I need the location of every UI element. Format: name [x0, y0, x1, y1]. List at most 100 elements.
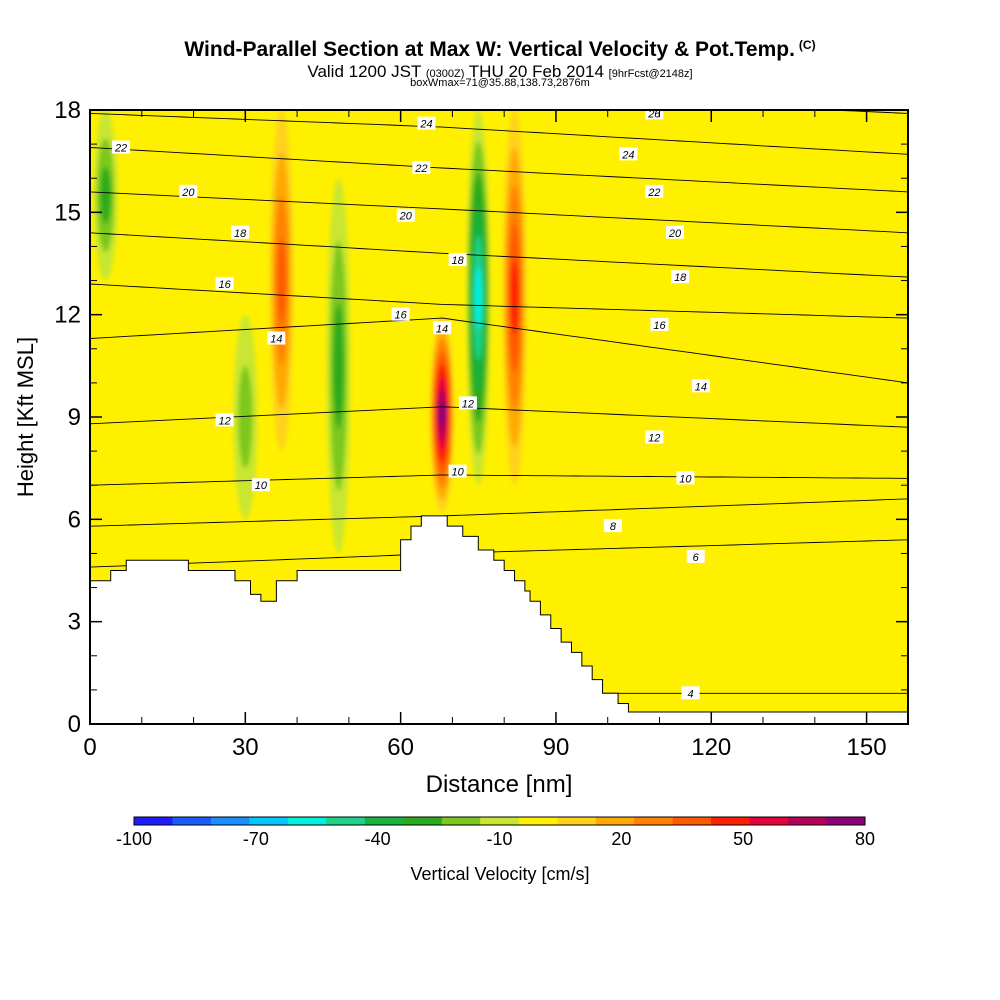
x-axis-label: Distance [nm]	[426, 771, 573, 798]
isentrope-label-box	[448, 253, 467, 267]
x-tick-label: 150	[847, 734, 887, 761]
chart-subtitle-2: boxWmax=71@35.88,138.73,2876m	[410, 77, 590, 89]
colorbar-tick-label: -70	[243, 829, 269, 849]
isentrope-label-box	[417, 116, 436, 130]
isentrope-label-box	[650, 317, 669, 331]
velocity-feature	[474, 266, 482, 329]
colorbar-label: Vertical Velocity [cm/s]	[410, 864, 589, 884]
isentrope-label-box	[681, 686, 700, 700]
isentrope-line	[90, 191, 908, 234]
colorbar-swatch	[210, 817, 250, 825]
isentrope-labels: 22 20 18 16 14 12 10 24 22 20 18 16 14 12 10 26 24 22 20 18…	[112, 106, 710, 700]
isentropes	[90, 110, 908, 694]
colorbar-tick-label: -100	[116, 829, 152, 849]
terrain	[89, 515, 909, 725]
isentrope-label-box	[448, 464, 467, 478]
isentrope-label-box	[645, 184, 664, 198]
colorbar-swatch	[287, 817, 327, 825]
colorbar-swatch	[826, 817, 866, 825]
velocity-feature	[238, 365, 253, 469]
isentrope-label-box	[391, 307, 410, 321]
y-tick-label: 18	[54, 97, 81, 124]
isentrope-label: 20	[181, 187, 195, 199]
x-tick-label: 60	[387, 734, 414, 761]
colorbar-swatch	[788, 817, 828, 825]
isentrope-label: 8	[610, 521, 617, 533]
colorbar-swatch	[749, 817, 789, 825]
colorbar-tick-label: 50	[733, 829, 753, 849]
x-tick-label: 120	[691, 734, 731, 761]
isentrope-label: 18	[234, 228, 247, 240]
y-tick-label: 9	[68, 404, 81, 431]
isentrope-label-box	[215, 276, 234, 290]
isentrope-label-box	[666, 225, 685, 239]
y-tick-label: 6	[68, 506, 81, 533]
isentrope-label-box	[267, 331, 286, 345]
isentrope-label: 22	[114, 143, 127, 155]
title-suffix: (C)	[798, 38, 816, 52]
isentrope-label-box	[645, 430, 664, 444]
isentrope-label: 10	[255, 480, 268, 492]
velocity-feature	[100, 166, 111, 224]
isentrope-label-box	[686, 549, 705, 563]
y-tick-label: 12	[54, 302, 81, 329]
isentrope-label: 6	[693, 552, 700, 564]
isentrope-label: 10	[451, 467, 464, 479]
colorbar-swatch	[634, 817, 674, 825]
y-tick-label: 15	[54, 199, 81, 226]
isentrope-label-box	[619, 147, 638, 161]
colorbar-swatch	[172, 817, 212, 825]
isentrope-label: 16	[653, 320, 666, 332]
isentrope-label: 16	[395, 310, 408, 322]
isentrope-label: 22	[414, 163, 427, 175]
isentrope-label: 18	[451, 255, 464, 267]
x-tick-label: 0	[83, 734, 96, 761]
isentrope-line	[819, 110, 908, 114]
velocity-feature	[333, 303, 344, 429]
isentrope-line	[90, 147, 908, 193]
field-features	[93, 110, 527, 554]
colorbar-tick-label: 20	[611, 829, 631, 849]
isentrope-line	[90, 232, 908, 278]
isentrope-label: 4	[687, 688, 693, 700]
isentrope-line	[90, 498, 908, 527]
axes: 0 30 60 90 120 150 0 3 6 9 12 15 18 Distance [nm] Heig…	[13, 97, 908, 798]
x-tick-label: 90	[543, 734, 570, 761]
isentrope-label: 14	[695, 381, 707, 393]
isentrope-label: 14	[436, 323, 448, 335]
isentrope-label-box	[112, 140, 131, 154]
isentrope-label-box	[231, 225, 250, 239]
isentrope-label-box	[671, 270, 690, 284]
isentrope-label: 14	[270, 334, 282, 346]
isentrope-label-box	[179, 184, 198, 198]
isentrope-label: 16	[218, 279, 231, 291]
title-text: Wind-Parallel Section at Max W: Vertical…	[184, 38, 795, 61]
y-tick-label: 0	[68, 711, 81, 738]
terrain-polygon	[89, 515, 909, 725]
colorbar-swatch	[403, 817, 443, 825]
subtitle-date: THU 20 Feb 2014	[468, 62, 604, 81]
colorbar-swatch	[480, 817, 520, 825]
isentrope-label-box	[412, 160, 431, 174]
colorbar-swatch	[134, 817, 173, 825]
isentrope-label: 24	[621, 149, 634, 161]
colorbar-tick-label: -40	[365, 829, 391, 849]
colorbar-tick-label: 80	[855, 829, 875, 849]
isentrope-line	[90, 474, 908, 486]
isentrope-label-box	[396, 208, 415, 222]
isentrope-line	[90, 539, 908, 568]
colorbar-frame	[133, 816, 866, 826]
isentrope-label: 26	[647, 108, 661, 120]
colorbar-tick-label: -10	[486, 829, 512, 849]
colorbar-swatch	[249, 817, 289, 825]
isentrope-label: 12	[462, 398, 474, 410]
colorbar-swatch	[364, 817, 404, 825]
velocity-feature	[510, 260, 519, 336]
isentrope-label-box	[433, 321, 452, 335]
isentrope-label-box	[603, 519, 622, 533]
isentrope-label: 22	[647, 187, 660, 199]
colorbar: -100 -70 -40 -10 20 50 80 Vertical Velocity [cm…	[116, 816, 875, 884]
isentrope-label-box	[458, 396, 477, 410]
isentrope-label-box	[676, 471, 695, 485]
isentrope-label-box	[215, 413, 234, 427]
